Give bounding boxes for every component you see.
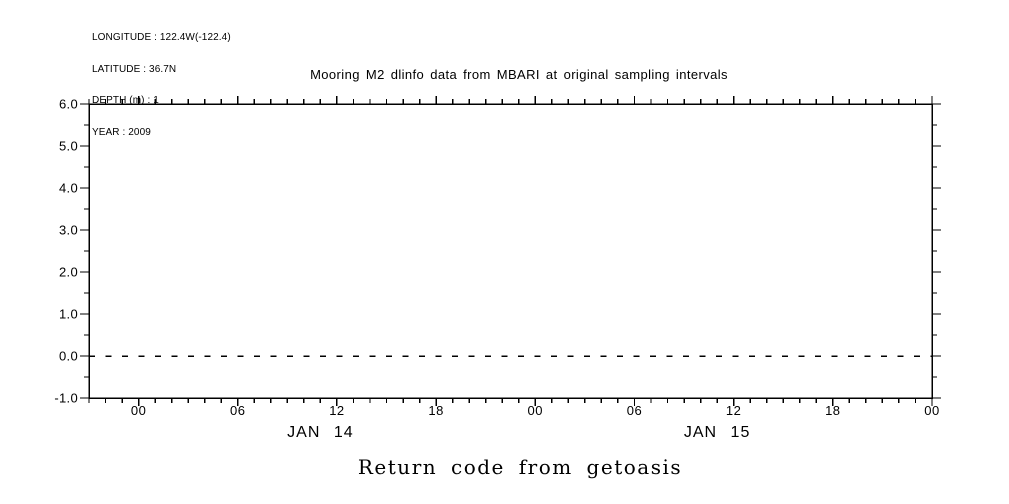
- x-tick-label: 00: [528, 403, 543, 418]
- x-day-label: JAN 14: [287, 424, 353, 441]
- x-tick-label: 00: [924, 403, 939, 418]
- y-tick-label: 0.0: [59, 349, 78, 364]
- metadata-year: YEAR : 2009: [92, 126, 151, 138]
- metadata-longitude: LONGITUDE : 122.4W(-122.4): [92, 32, 231, 43]
- chart-title: Mooring M2 dlinfo data from MBARI at ori…: [310, 67, 728, 82]
- plot-frame: [88, 103, 933, 399]
- x-tick-label: 00: [131, 403, 146, 418]
- y-tick-label: 6.0: [59, 97, 78, 112]
- x-tick-label: 12: [329, 403, 344, 418]
- metadata-latitude: LATITUDE : 36.7N: [92, 63, 177, 75]
- chart-caption: Return code from getoasis: [357, 455, 683, 479]
- y-tick-label: 4.0: [59, 181, 78, 196]
- x-tick-label: 18: [428, 403, 443, 418]
- y-tick-label: -1.0: [54, 391, 78, 406]
- x-tick-label: 06: [627, 403, 642, 418]
- y-tick-label: 1.0: [59, 307, 78, 322]
- metadata-depth: DEPTH (m) : 1: [92, 95, 159, 106]
- metadata-block: LONGITUDE : 122.4W(-122.4) LATITUDE : 36…: [92, 12, 231, 159]
- y-tick-label: 2.0: [59, 265, 78, 280]
- x-tick-label: 06: [230, 403, 245, 418]
- y-tick-label: 5.0: [59, 139, 78, 154]
- x-tick-label: 18: [825, 403, 840, 418]
- x-day-label: JAN 15: [684, 424, 750, 441]
- x-tick-label: 12: [726, 403, 741, 418]
- y-tick-label: 3.0: [59, 223, 78, 238]
